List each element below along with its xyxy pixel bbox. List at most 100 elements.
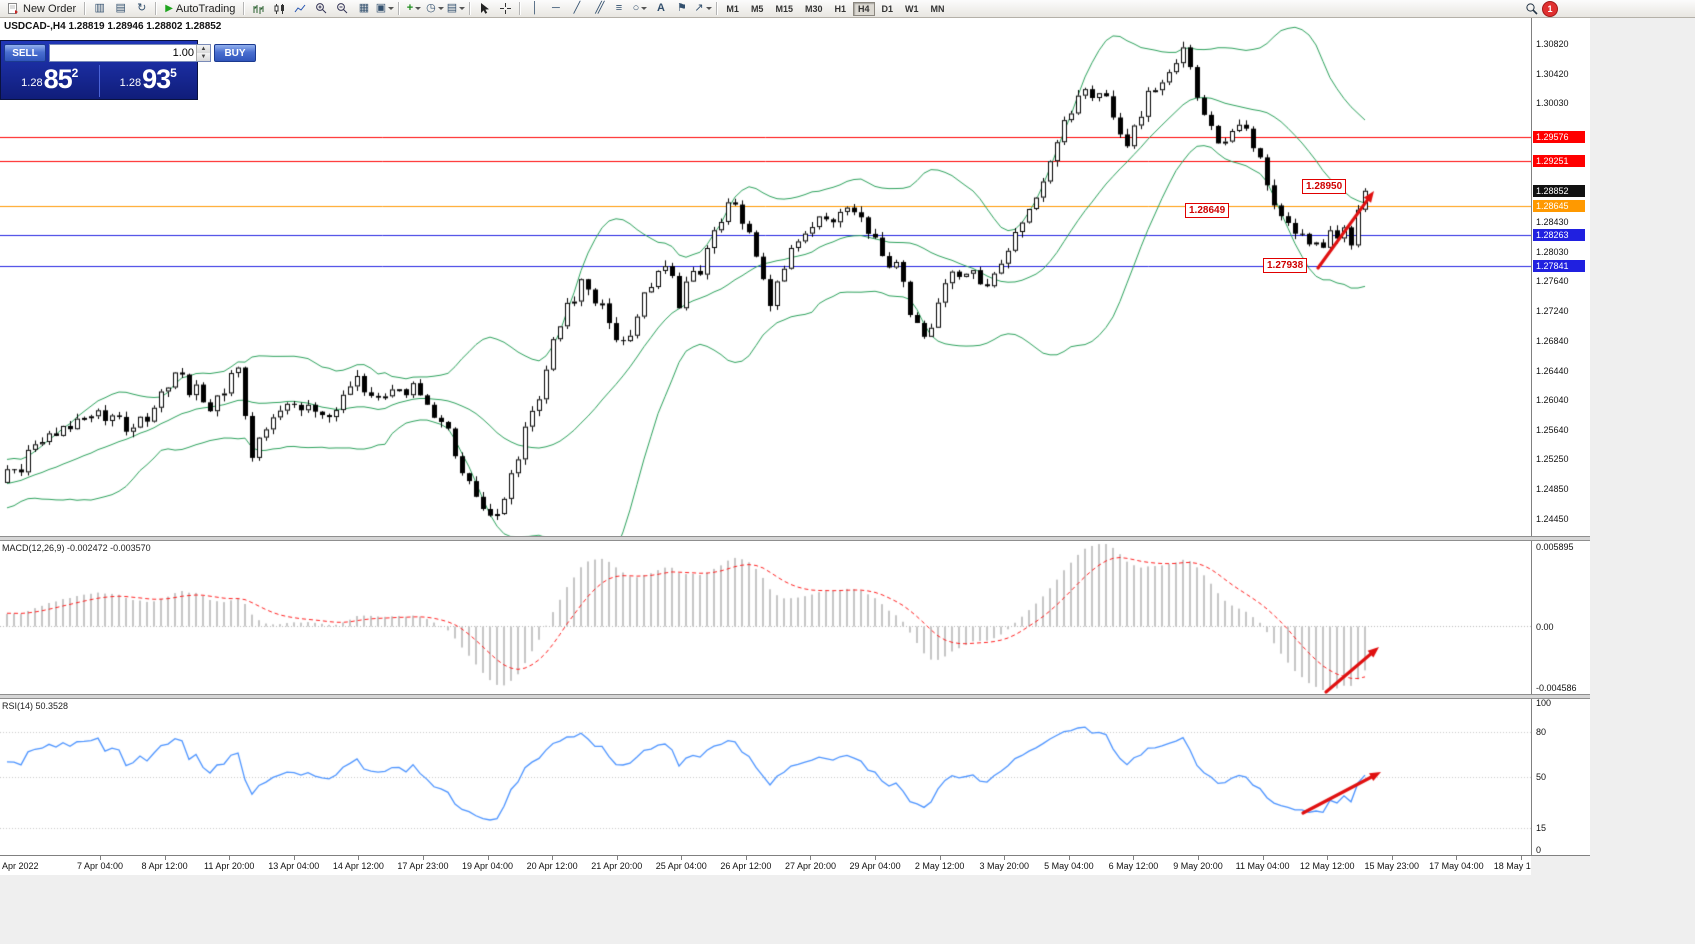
sell-price-point: 2 — [71, 66, 79, 80]
time-axis-label: 20 Apr 12:00 — [526, 861, 578, 871]
time-axis-tick — [681, 856, 683, 860]
volume-up-icon[interactable]: ▲ — [197, 45, 210, 53]
horizontal-line-icon[interactable]: ─ — [545, 1, 566, 17]
timeframe-h4[interactable]: H4 — [853, 1, 875, 16]
crosshair-icon[interactable] — [495, 1, 516, 17]
time-axis-label: 6 May 12:00 — [1108, 861, 1159, 871]
time-axis-tick — [810, 856, 812, 860]
timeframe-m15[interactable]: M15 — [770, 2, 798, 16]
main-chart-canvas[interactable] — [0, 18, 1531, 537]
time-axis-label: 9 May 20:00 — [1173, 861, 1223, 871]
zoom-in-icon[interactable] — [311, 1, 332, 17]
periods-icon[interactable]: ◷ — [424, 1, 445, 17]
price-annotation-label[interactable]: 1.28649 — [1185, 203, 1230, 218]
channel-icon[interactable]: ╱╱ — [587, 1, 608, 17]
time-axis[interactable]: Apr 2022 7 Apr 04:00 8 Apr 12:00 11 Apr 20:… — [0, 855, 1548, 875]
time-axis-tick — [875, 856, 877, 860]
text-label-icon[interactable]: ⚑ — [671, 1, 692, 17]
timeframe-w1[interactable]: W1 — [900, 2, 924, 16]
time-axis-label: 18 May 12:00 — [1493, 861, 1549, 871]
timeframe-m1[interactable]: M1 — [721, 2, 744, 16]
templates-icon[interactable]: ▤ — [445, 1, 466, 17]
timeframe-d1[interactable]: D1 — [877, 2, 899, 16]
chevron-down-icon — [437, 7, 444, 10]
panel-splitter[interactable] — [0, 694, 1590, 699]
volume-input[interactable] — [50, 45, 196, 61]
volume-down-icon[interactable]: ▼ — [197, 53, 210, 61]
cursor-icon[interactable] — [474, 1, 495, 17]
time-axis-tick — [1198, 856, 1200, 860]
trendline-icon[interactable]: ╱ — [566, 1, 587, 17]
vertical-line-icon[interactable]: │ — [524, 1, 545, 17]
level-price-chip: 1.29251 — [1533, 154, 1585, 167]
level-price-chip: 1.28263 — [1533, 228, 1585, 241]
price-axis-label: 1.26840 — [1536, 335, 1569, 346]
time-axis-label: 27 Apr 20:00 — [784, 861, 837, 871]
buy-button[interactable]: BUY — [214, 44, 256, 62]
time-axis-label: 29 Apr 04:00 — [849, 861, 901, 871]
toolbar: New Order ▥ ▤ ↻ ▶ AutoTrading ▦ ▣ + ◷ — [0, 0, 1695, 18]
time-axis-tick — [1520, 856, 1522, 860]
macd-panel-canvas[interactable] — [0, 540, 1531, 695]
time-axis-label: 17 Apr 23:00 — [397, 861, 449, 871]
timeframe-m5[interactable]: M5 — [746, 2, 769, 16]
rsi-value: 50.3528 — [35, 701, 69, 711]
time-axis-tick — [422, 856, 424, 860]
search-icon[interactable] — [1521, 1, 1542, 17]
time-axis-tick — [1004, 856, 1006, 860]
bar-chart-icon[interactable] — [248, 1, 269, 17]
price-annotation-label[interactable]: 1.27938 — [1263, 258, 1308, 273]
chevron-down-icon — [415, 7, 422, 10]
price-axis-label: 1.30420 — [1536, 68, 1569, 79]
timeframe-group: M1 M5 M15 M30 H1 H4 D1 W1 MN — [721, 1, 950, 16]
arrows-tool-icon[interactable]: ↗ — [692, 1, 713, 17]
timeframe-h1[interactable]: H1 — [829, 2, 851, 16]
time-axis-tick — [1456, 856, 1458, 860]
market-watch-icon[interactable]: ▥ — [89, 1, 110, 17]
current-price-chip: 1.28852 — [1533, 184, 1585, 197]
macd-values: -0.002472 -0.003570 — [67, 543, 151, 553]
price-axis[interactable]: 1.30820 1.30420 1.30030 1.28430 1.28030 1.276… — [1531, 18, 1590, 855]
sell-price[interactable]: 1.28 85 2 — [1, 63, 99, 99]
indicators-icon[interactable]: + — [403, 1, 424, 17]
new-order-button[interactable]: New Order — [2, 1, 81, 17]
candlestick-chart-icon[interactable] — [269, 1, 290, 17]
time-axis-tick — [552, 856, 554, 860]
data-window-icon[interactable]: ▤ — [110, 1, 131, 17]
timeframe-m30[interactable]: M30 — [800, 2, 828, 16]
time-axis-label: 8 Apr 12:00 — [141, 861, 188, 871]
time-axis-label: 11 Apr 20:00 — [203, 861, 255, 871]
time-axis-label: 25 Apr 04:00 — [655, 861, 707, 871]
rsi-panel-canvas[interactable] — [0, 698, 1531, 855]
text-icon[interactable]: A — [650, 1, 671, 17]
time-axis-label: 2 May 12:00 — [914, 861, 965, 871]
tile-windows-icon[interactable]: ▦ — [353, 1, 374, 17]
fibonacci-icon[interactable]: ≡ — [608, 1, 629, 17]
time-axis-label: 17 May 04:00 — [1429, 861, 1484, 871]
buy-price[interactable]: 1.28 93 5 — [100, 63, 198, 99]
shapes-icon[interactable]: ○ — [629, 1, 650, 17]
timeframe-mn[interactable]: MN — [926, 2, 950, 16]
new-order-label: New Order — [23, 2, 77, 15]
time-axis-tick — [164, 856, 166, 860]
time-axis-tick — [487, 856, 489, 860]
macd-indicator-label: MACD(12,26,9) -0.002472 -0.003570 — [2, 543, 151, 553]
price-annotation-label[interactable]: 1.28950 — [1302, 179, 1347, 194]
sell-button[interactable]: SELL — [4, 44, 46, 62]
refresh-icon[interactable]: ↻ — [131, 1, 152, 17]
cascade-windows-icon[interactable]: ▣ — [374, 1, 395, 17]
sell-price-pips: 85 — [43, 64, 73, 94]
autotrading-button[interactable]: ▶ AutoTrading — [160, 1, 240, 17]
macd-axis-max: 0.005895 — [1536, 542, 1574, 552]
line-chart-icon[interactable] — [290, 1, 311, 17]
price-axis-label: 1.28430 — [1536, 217, 1569, 228]
zoom-out-icon[interactable] — [332, 1, 353, 17]
rsi-axis-label: 15 — [1536, 822, 1547, 833]
panel-splitter[interactable] — [0, 536, 1590, 541]
notification-badge[interactable]: 1 — [1542, 0, 1558, 17]
autotrading-label: AutoTrading — [175, 2, 236, 15]
time-axis-label: 5 May 04:00 — [1044, 861, 1094, 871]
time-axis-label: 3 May 20:00 — [979, 861, 1030, 871]
time-axis-label: 7 Apr 04:00 — [76, 861, 124, 871]
time-axis-tick — [358, 856, 360, 860]
